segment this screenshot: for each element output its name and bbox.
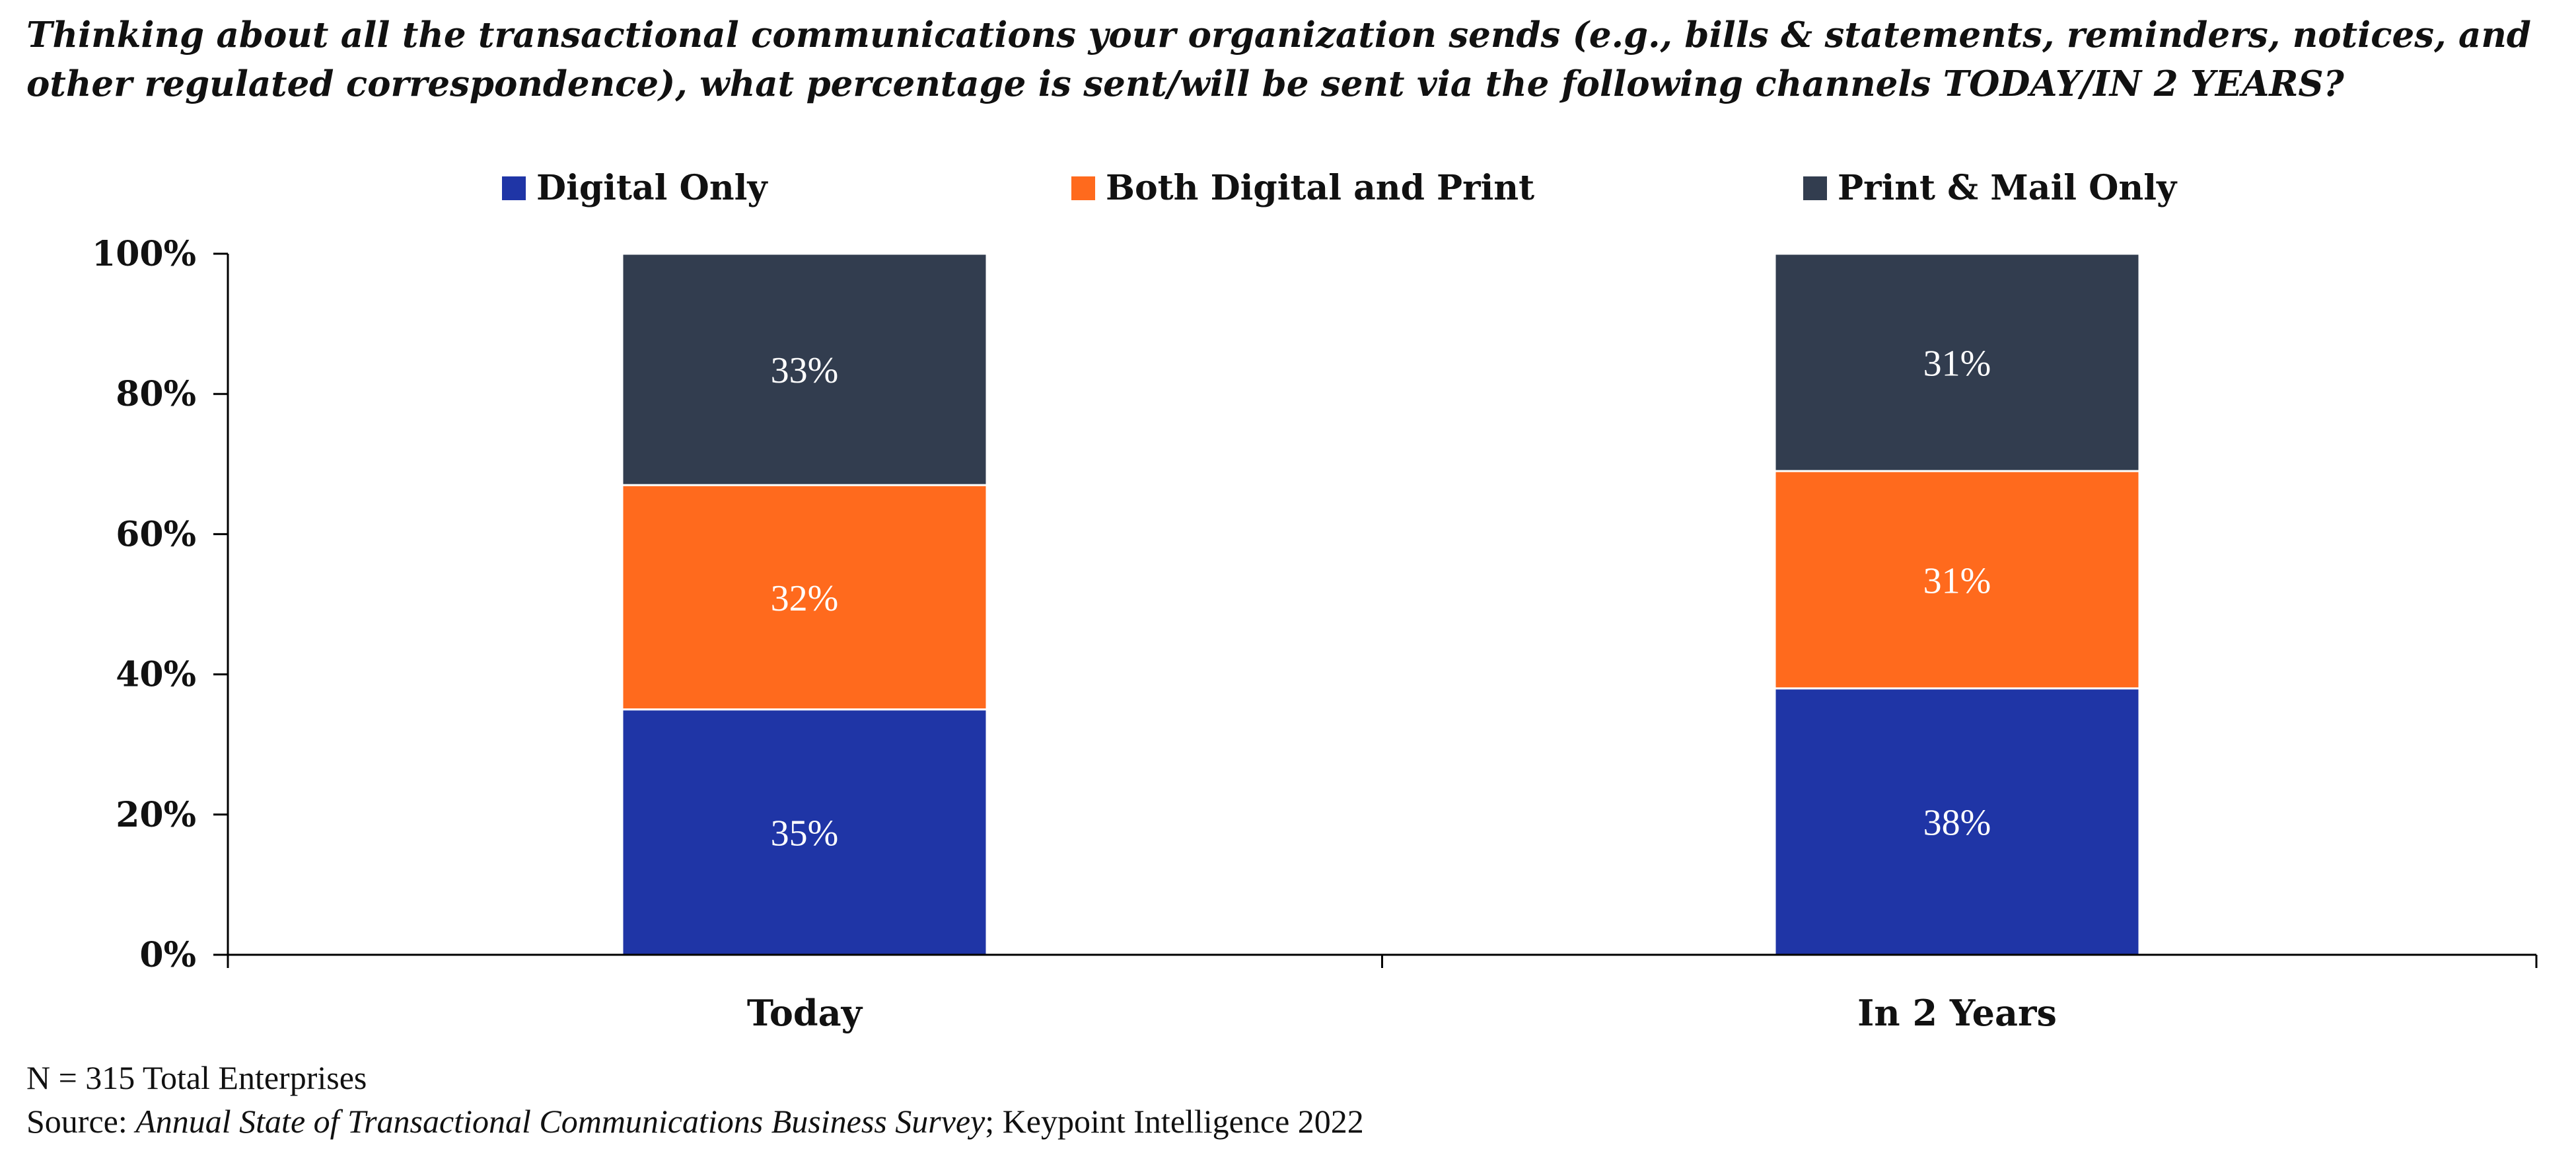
data-label-today-both-digital-and-print: 32% xyxy=(771,578,839,619)
y-tick-label: 20% xyxy=(116,795,196,835)
x-category-label-today: Today xyxy=(747,992,863,1034)
source-suffix: ; Keypoint Intelligence 2022 xyxy=(985,1103,1364,1140)
chart-question-title: Thinking about all the transactional com… xyxy=(26,15,2531,104)
bar-segment-in-2-years-digital-only xyxy=(1773,687,2141,956)
x-axis: Today In 2 Years xyxy=(227,953,2538,1034)
legend-label-digital-only: Digital Only xyxy=(536,168,768,208)
data-label-in-2-years-print-mail-only: 31% xyxy=(1923,343,1991,384)
data-label-in-2-years-both-digital-and-print: 31% xyxy=(1923,560,1991,601)
legend-label-both-digital-and-print: Both Digital and Print xyxy=(1106,168,1534,208)
bar-segment-today-print-mail-only xyxy=(621,252,988,486)
y-tick-label: 100% xyxy=(92,234,196,274)
chart-footnotes: N = 315 Total Enterprises Source: Annual… xyxy=(26,1056,1364,1143)
sample-size-note: N = 315 Total Enterprises xyxy=(26,1059,367,1096)
bar-segment-today-both-digital-and-print xyxy=(621,484,988,711)
source-note: Source: Annual State of Transactional Co… xyxy=(26,1099,1364,1143)
source-title: Annual State of Transactional Communicat… xyxy=(135,1103,985,1140)
y-tick-label: 80% xyxy=(116,374,196,414)
legend-swatch-digital-only xyxy=(502,176,526,200)
bar-segment-today-digital-only xyxy=(621,708,988,956)
y-tick-label: 60% xyxy=(116,514,196,554)
bar-segment-in-2-years-both-digital-and-print xyxy=(1773,470,2141,690)
data-label-in-2-years-digital-only: 38% xyxy=(1923,802,1991,843)
y-tick-label: 0% xyxy=(139,935,196,975)
legend-label-print-mail-only: Print & Mail Only xyxy=(1838,168,2178,208)
bar-area: 35% 32% 33% 38% 31% 31% xyxy=(621,252,2141,956)
data-label-today-digital-only: 35% xyxy=(771,813,839,854)
source-prefix: Source: xyxy=(26,1103,136,1140)
legend-swatch-print-mail-only xyxy=(1803,176,1827,200)
chart-legend: Digital Only Both Digital and Print Print … xyxy=(502,168,2178,208)
y-tick-label: 40% xyxy=(116,655,196,695)
y-axis: 0% 20% 40% 60% 80% 100% xyxy=(92,234,229,975)
x-category-label-in-2-years: In 2 Years xyxy=(1857,992,2057,1034)
bar-segment-in-2-years-print-mail-only xyxy=(1773,252,2141,472)
data-label-today-print-mail-only: 33% xyxy=(771,350,839,391)
legend-swatch-both-digital-and-print xyxy=(1071,176,1095,200)
stacked-bar-chart: Digital Only Both Digital and Print Print … xyxy=(92,168,2538,1034)
